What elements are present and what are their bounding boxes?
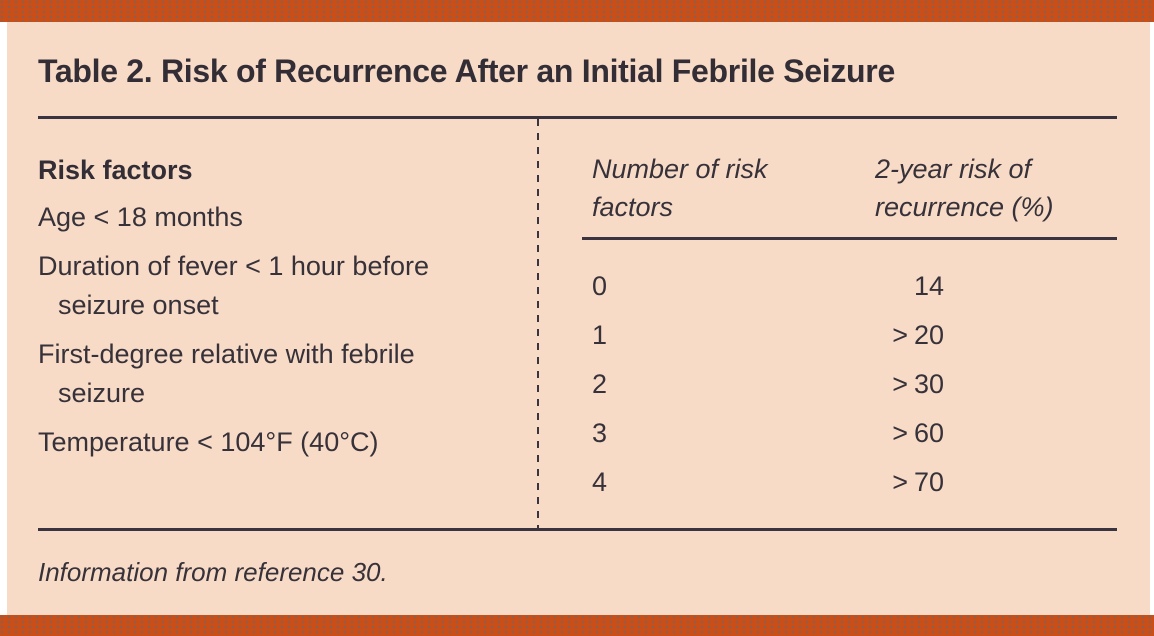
risk-factor-item: First-degree relative with febrile seizu… bbox=[38, 335, 530, 413]
risk-factor-text: First-degree relative with febrile bbox=[38, 339, 415, 369]
table-row: 2 >30 bbox=[592, 360, 1117, 409]
risk-value-cell: >20 bbox=[882, 311, 944, 360]
column-header-line: factors bbox=[592, 192, 674, 222]
table-title: Table 2. Risk of Recurrence After an Ini… bbox=[38, 53, 895, 89]
risk-factor-text: Duration of fever < 1 hour before bbox=[38, 251, 429, 281]
bottom-divider-rule bbox=[38, 528, 1117, 531]
table-row: 0 14 bbox=[592, 262, 1117, 311]
risk-percent-value: 30 bbox=[914, 369, 945, 399]
risk-factors-heading: Risk factors bbox=[38, 155, 193, 185]
greater-than-sign: > bbox=[892, 467, 908, 497]
risk-percent-value: 60 bbox=[914, 418, 945, 448]
factors-count-cell: 0 bbox=[592, 271, 608, 301]
risk-factors-column: Risk factors Age < 18 months Duration of… bbox=[38, 150, 530, 472]
factors-count-cell: 4 bbox=[592, 467, 608, 497]
column-header-line: Number of risk bbox=[592, 154, 768, 184]
greater-than-sign: > bbox=[892, 320, 908, 350]
table-row: 1 >20 bbox=[592, 311, 1117, 360]
header-divider-rule bbox=[582, 237, 1117, 240]
risk-value-cell: >30 bbox=[882, 360, 944, 409]
factors-count-cell: 1 bbox=[592, 320, 608, 350]
source-footnote: Information from reference 30. bbox=[38, 557, 388, 587]
risk-percent-value: 14 bbox=[914, 271, 945, 301]
bottom-accent-bar bbox=[0, 615, 1154, 636]
risk-value-cell: >70 bbox=[882, 458, 944, 507]
top-accent-bar bbox=[0, 0, 1154, 22]
column-header-number-of-risk-factors: Number of risk factors bbox=[592, 150, 768, 226]
dashed-column-divider bbox=[537, 119, 539, 529]
risk-factor-text-wrap: seizure bbox=[58, 378, 146, 408]
greater-than-sign: > bbox=[892, 369, 908, 399]
risk-percent-value: 70 bbox=[914, 467, 945, 497]
title-divider-rule bbox=[38, 116, 1117, 119]
risk-factor-item: Duration of fever < 1 hour before seizur… bbox=[38, 247, 530, 325]
column-header-line: recurrence (%) bbox=[875, 192, 1054, 222]
risk-value-cell: 14 bbox=[882, 262, 944, 311]
risk-factor-text: Age < 18 months bbox=[38, 202, 243, 232]
table-background-panel bbox=[7, 22, 1150, 615]
risk-value-cell: >60 bbox=[882, 409, 944, 458]
risk-percent-value: 20 bbox=[914, 320, 945, 350]
factors-count-cell: 3 bbox=[592, 418, 608, 448]
risk-factor-text: Temperature < 104°F (40°C) bbox=[38, 427, 379, 457]
table-row: 4 >70 bbox=[592, 458, 1117, 507]
recurrence-table-rows: 0 14 1 >20 2 >30 3 >60 4 >70 bbox=[592, 262, 1117, 507]
risk-factor-item: Temperature < 104°F (40°C) bbox=[38, 423, 530, 462]
risk-factor-text-wrap: seizure onset bbox=[58, 290, 219, 320]
factors-count-cell: 2 bbox=[592, 369, 608, 399]
risk-factor-item: Age < 18 months bbox=[38, 198, 530, 237]
column-header-2-year-risk: 2-year risk of recurrence (%) bbox=[875, 150, 1054, 226]
table-row: 3 >60 bbox=[592, 409, 1117, 458]
column-header-line: 2-year risk of bbox=[875, 154, 1032, 184]
greater-than-sign: > bbox=[892, 418, 908, 448]
